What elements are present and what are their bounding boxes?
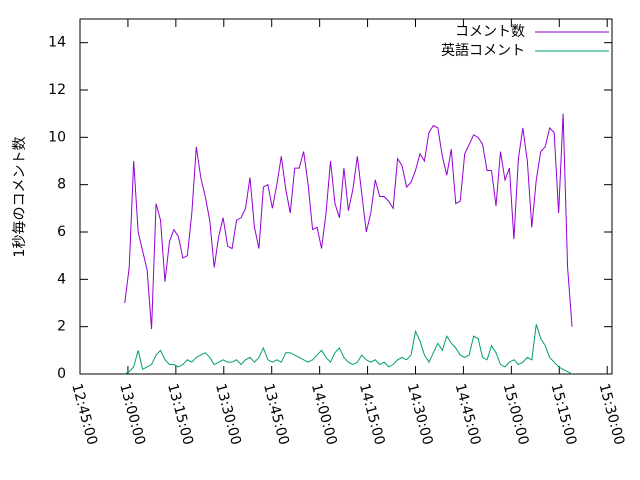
x-tick-label: 13:00:00 bbox=[116, 382, 148, 447]
y-tick-label: 14 bbox=[48, 35, 66, 51]
y-tick-label: 4 bbox=[57, 271, 66, 287]
y-tick-label: 8 bbox=[57, 177, 66, 193]
y-tick-label: 12 bbox=[48, 82, 66, 98]
x-tick-label: 15:30:00 bbox=[595, 382, 627, 447]
x-tick-label: 14:45:00 bbox=[452, 382, 484, 447]
plot-border bbox=[79, 18, 613, 375]
x-tick-label: 14:15:00 bbox=[356, 382, 388, 447]
x-tick-label: 15:00:00 bbox=[500, 382, 532, 447]
series-line bbox=[124, 324, 573, 375]
x-tick-label: 14:00:00 bbox=[308, 382, 340, 447]
y-axis-label: 1秒毎のコメント数 bbox=[12, 137, 28, 258]
y-tick-label: 10 bbox=[48, 129, 66, 145]
series-line bbox=[124, 113, 573, 330]
x-tick-label: 12:45:00 bbox=[68, 382, 100, 447]
legend-label: コメント数 bbox=[455, 24, 525, 40]
x-tick-label: 13:30:00 bbox=[212, 382, 244, 447]
x-tick-label: 15:15:00 bbox=[548, 382, 580, 447]
y-tick-label: 0 bbox=[57, 366, 66, 382]
x-tick-label: 13:45:00 bbox=[260, 382, 292, 447]
x-tick-label: 13:15:00 bbox=[164, 382, 196, 447]
y-tick-label: 2 bbox=[57, 319, 66, 335]
legend-label: 英語コメント bbox=[441, 42, 525, 59]
x-tick-label: 14:30:00 bbox=[404, 382, 436, 447]
y-tick-label: 6 bbox=[57, 224, 66, 240]
